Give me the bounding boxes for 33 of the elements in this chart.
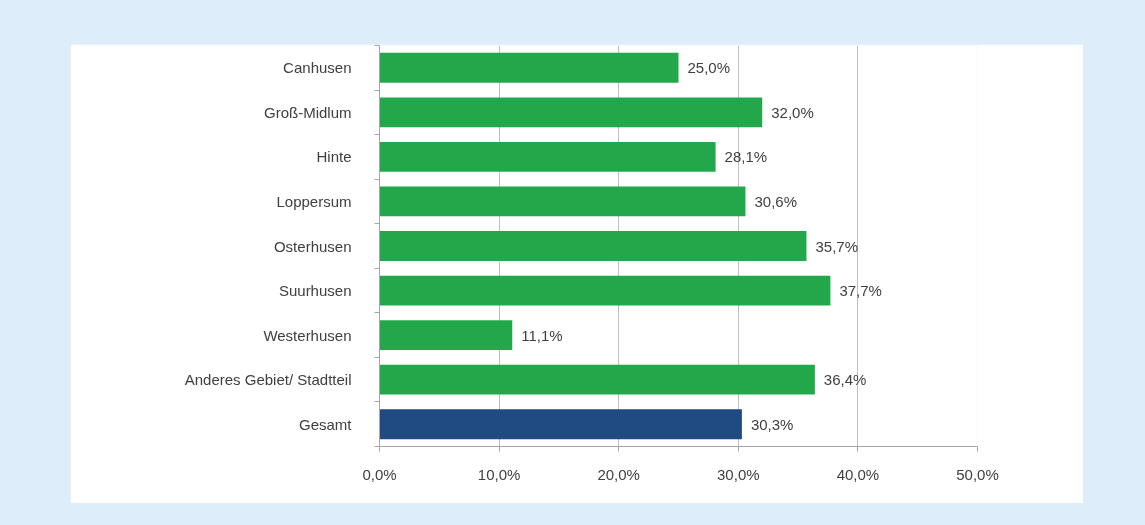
- y-tick-label: Anderes Gebiet/ Stadtteil: [184, 371, 352, 389]
- bar: [379, 409, 742, 440]
- y-tick-label: Gesamt: [298, 415, 353, 433]
- y-tick-label: Loppersum: [276, 192, 352, 210]
- data-label: 28,1%: [724, 148, 768, 166]
- x-tick-label: 50,0%: [956, 465, 999, 483]
- y-tick-label: Hinte: [316, 148, 352, 166]
- x-tick-label: 20,0%: [597, 465, 640, 483]
- bar: [379, 141, 716, 172]
- bar: [379, 275, 831, 306]
- y-tick-label: Osterhusen: [273, 237, 352, 255]
- y-tick-label: Westerhusen: [263, 326, 352, 344]
- data-label: 25,0%: [687, 59, 731, 77]
- bar: [379, 231, 807, 261]
- data-label: 30,6%: [754, 192, 798, 210]
- data-label: 30,3%: [750, 415, 794, 433]
- bar: [379, 97, 763, 128]
- data-label: 32,0%: [771, 103, 814, 121]
- bar: [379, 364, 815, 395]
- x-tick-label: 30,0%: [717, 465, 760, 483]
- data-label: 37,7%: [839, 282, 882, 300]
- x-tick-label: 0,0%: [362, 465, 397, 483]
- bar: [379, 320, 513, 351]
- bar: [379, 52, 679, 83]
- bar: [379, 186, 746, 217]
- y-tick-label: Canhusen: [283, 59, 352, 77]
- x-tick-label: 40,0%: [836, 465, 880, 483]
- data-label: 36,4%: [823, 371, 867, 389]
- data-label: 11,1%: [521, 326, 563, 344]
- y-tick-label: Groß-Midlum: [264, 103, 352, 121]
- x-tick-label: 10,0%: [477, 465, 521, 483]
- data-label: 35,7%: [815, 237, 859, 255]
- y-tick-label: Suurhusen: [278, 282, 352, 300]
